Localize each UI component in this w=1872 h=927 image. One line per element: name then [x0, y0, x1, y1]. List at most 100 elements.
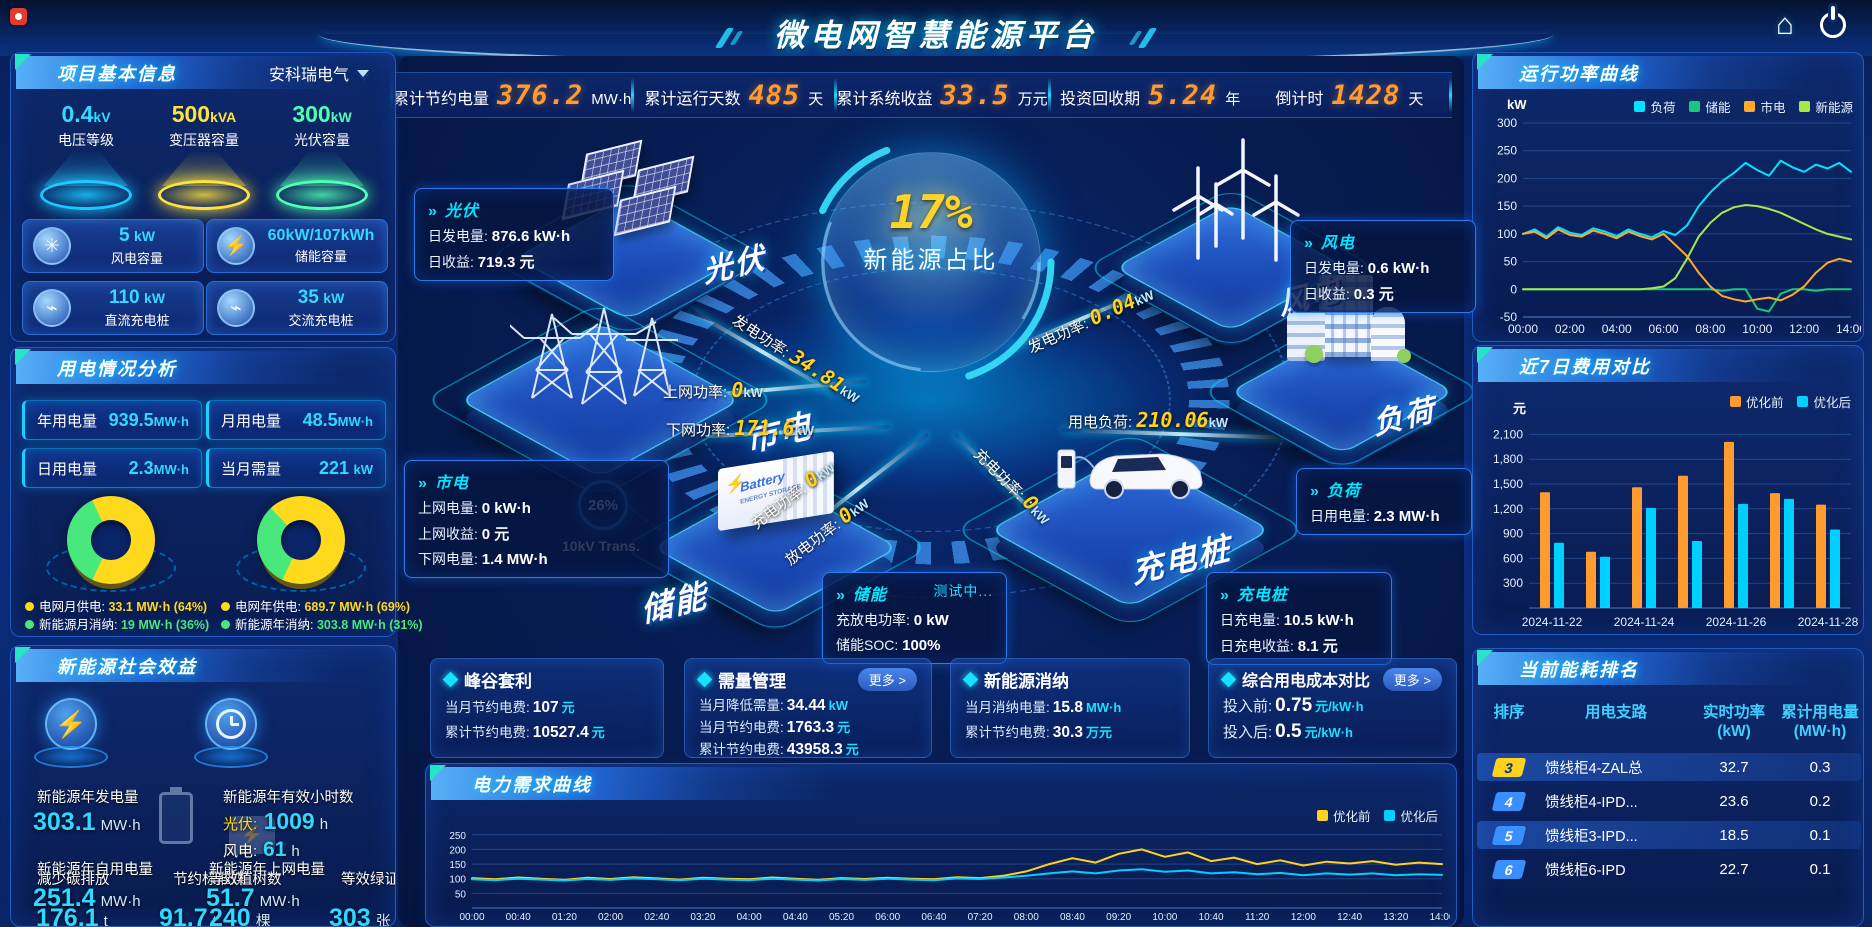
- company-select[interactable]: 安科瑞电气: [269, 61, 369, 85]
- branch-name: 馈线柜3-IPD...: [1545, 828, 1638, 845]
- panel-header-bg: [16, 649, 376, 682]
- x-tick-label: 00:00: [1508, 322, 1538, 336]
- header-band: [0, 0, 1872, 56]
- rank-badge: 3: [1491, 757, 1527, 777]
- demand-curve-chart: 250 200 150 100 50 00:00 00:40 01:20 02:00 02:40 0…: [449, 831, 1450, 923]
- card-wind-capacity: ✳ 5 kW 风电容量: [22, 219, 204, 273]
- kpi-saved-energy: 累计节约电量 376.2 MW·h: [393, 79, 632, 111]
- x-tick-label: 09:20: [1106, 912, 1131, 923]
- pedestal-glow: [34, 746, 108, 768]
- value-self-use: 251.4 MW·h: [33, 884, 141, 912]
- y-tick-label: 900: [1503, 527, 1523, 541]
- table-row[interactable]: 5 馈线柜3-IPD... 18.5 0.1: [1477, 821, 1861, 849]
- x-tick-label: 08:00: [1695, 322, 1725, 336]
- x-tick-label: 2024-11-22: [1522, 615, 1583, 629]
- legend-label: 储能: [1705, 101, 1731, 115]
- diamond-icon: [696, 671, 713, 688]
- arrow-icon: »: [836, 587, 846, 604]
- diamond-icon: [442, 671, 459, 688]
- x-tick-label: 02:40: [644, 912, 669, 923]
- legend-swatch: [1797, 396, 1809, 407]
- accumulated-energy: 0.2: [1809, 792, 1831, 810]
- legend-swatch: [1384, 810, 1396, 821]
- bar-优化前-2024-11-22: [1540, 492, 1550, 608]
- y-axis-unit: kW: [1507, 97, 1527, 112]
- stats-divider: [1449, 78, 1453, 112]
- panel-title: 项目基本信息: [57, 64, 177, 84]
- bar-优化前-2024-11-24: [1632, 487, 1642, 608]
- home-icon[interactable]: ⌂: [1775, 8, 1794, 41]
- panel-header-bg: [1478, 652, 1844, 685]
- kpi-payback-period: 投资回收期 5.24 年: [1060, 79, 1241, 111]
- x-tick-label: 2024-11-26: [1706, 615, 1767, 629]
- battery-ghost-icon: [159, 787, 193, 844]
- legend-label: 优化后: [1813, 396, 1851, 410]
- x-tick-label: 12:00: [1291, 912, 1316, 923]
- panel-title: 电力需求曲线: [472, 775, 592, 795]
- stats-divider: [833, 78, 837, 112]
- x-tick-label: 05:20: [829, 912, 854, 923]
- bar-优化后-2024-11-22: [1554, 542, 1564, 608]
- app-logo-icon[interactable]: [10, 8, 27, 25]
- x-tick-label: 12:40: [1337, 912, 1362, 923]
- label-coal: 节约标准煤: [173, 872, 246, 888]
- bar-优化后-2024-11-27: [1784, 498, 1794, 608]
- more-button[interactable]: 更多 >: [857, 668, 917, 691]
- y-tick-label: 0: [1510, 282, 1517, 296]
- diamond-icon: [962, 671, 979, 688]
- y-axis-unit: 元: [1513, 401, 1527, 416]
- legend-dot: [221, 602, 230, 611]
- value-year-generation: 303.1 MW·h: [33, 808, 141, 836]
- infobox-charger: » 充电桩 日充电量: 10.5 kW·h 日充电收益: 8.1 元: [1206, 572, 1392, 665]
- flow-feed-down-power: 下网功率: 171.6kW: [666, 416, 815, 440]
- battery-icon: ⚡: [217, 227, 255, 265]
- realtime-power: 23.6: [1719, 792, 1749, 810]
- series-line-优化前: [471, 848, 1443, 881]
- chevron-down-icon: [357, 69, 369, 77]
- stat-day-usage: 日用电量 2.3MW·h: [22, 448, 202, 488]
- infobox-grid: » 市电 上网电量: 0 kW·h 上网收益: 0 元 下网电量: 1.4 MW·…: [404, 460, 669, 578]
- power-chart-legend: 负荷 储能 市电 新能源: [1634, 97, 1853, 116]
- x-tick-label: 2024-11-24: [1614, 615, 1675, 629]
- y-tick-label: 250: [1497, 144, 1517, 158]
- value-wind-hours: 风电: 61 h: [223, 838, 300, 861]
- legend-item: 优化前: [1729, 392, 1783, 411]
- table-row[interactable]: 4 馈线柜4-IPD... 23.6 0.2: [1477, 787, 1861, 815]
- panel-title: 新能源社会效益: [57, 657, 197, 677]
- legend-item: 负荷: [1634, 97, 1675, 116]
- light-cone: [44, 152, 128, 186]
- pedestal-glow: [194, 746, 268, 768]
- pedestal-transformer-capacity: 500kVA 变压器容量: [145, 101, 263, 210]
- cost-chart-legend: 优化前 优化后: [1729, 392, 1851, 411]
- y-tick-label: 100: [1497, 227, 1517, 241]
- more-button[interactable]: 更多 >: [1382, 667, 1442, 691]
- legend-item: 新能源: [1799, 97, 1853, 116]
- pedestal-voltage-level: 0.4kV 电压等级: [27, 101, 145, 210]
- value-trees: 240 棵: [209, 904, 271, 927]
- arrow-icon: »: [418, 475, 428, 492]
- y-tick-label: 1,800: [1493, 452, 1523, 466]
- panel-corner-icon: [15, 647, 31, 663]
- label-feed-in: 新能源年上网电量: [209, 862, 325, 878]
- table-row[interactable]: 6 馈线柜6-IPD 22.7 0.1: [1477, 855, 1861, 883]
- panel-cost-compare: 近7日费用对比 元 优化前 优化后 2,100 1,800 1,500 1,200 900…: [1472, 345, 1864, 635]
- arrow-icon: »: [1304, 235, 1314, 252]
- panel-title: 当前能耗排名: [1519, 660, 1639, 680]
- series-line-优化后: [471, 868, 1443, 882]
- x-tick-label: 07:20: [968, 912, 993, 923]
- label-self-use: 新能源年自用电量: [37, 862, 153, 878]
- label-co2: 减少碳排放: [37, 872, 110, 888]
- flow-feed-in-power: 上网功率: 0kW: [663, 378, 763, 402]
- arrow-icon: »: [1310, 483, 1320, 500]
- value-coal: 91.7 t: [159, 904, 217, 927]
- stats-divider: [631, 78, 635, 112]
- x-tick-label: 00:40: [506, 912, 531, 923]
- kpi-run-days: 累计运行天数 485 天: [644, 79, 824, 111]
- power-icon[interactable]: [1820, 6, 1846, 38]
- rank-badge: 6: [1491, 859, 1527, 879]
- bar-优化后-2024-11-28: [1830, 529, 1840, 608]
- y-tick-label: 200: [449, 845, 466, 856]
- table-row[interactable]: 3 馈线柜4-ZAL总 32.7 0.3: [1477, 753, 1861, 781]
- infobox-wind: » 风电 日发电量: 0.6 kW·h 日收益: 0.3 元: [1290, 220, 1476, 313]
- panel-header-bg: [1478, 56, 1844, 89]
